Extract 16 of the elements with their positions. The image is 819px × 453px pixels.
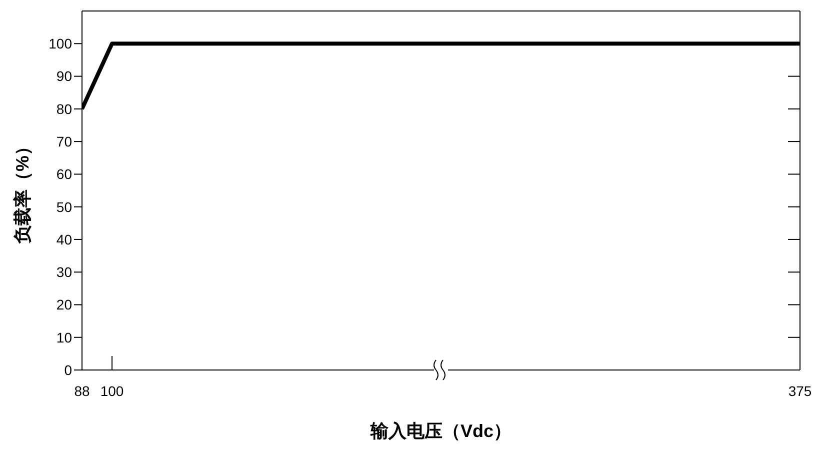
y-tick-label: 60 — [56, 166, 72, 182]
x-tick-label: 100 — [100, 382, 124, 399]
y-tick-label: 30 — [56, 264, 72, 280]
y-tick-label: 50 — [56, 198, 72, 215]
y-tick-label: 0 — [64, 362, 72, 378]
y-tick-label: 70 — [56, 134, 72, 150]
y-tick-label: 80 — [56, 100, 72, 117]
x-tick-label: 88 — [74, 382, 90, 399]
y-tick-label: 90 — [56, 68, 72, 84]
x-axis-title: 输入电压（Vdc） — [369, 421, 512, 441]
y-axis-title: 负载率（%） — [12, 137, 32, 245]
y-tick-label: 40 — [56, 231, 72, 248]
y-tick-label: 10 — [56, 329, 72, 346]
y-tick-label: 20 — [56, 296, 72, 313]
x-tick-label: 375 — [788, 382, 812, 399]
y-tick-label: 100 — [48, 36, 72, 52]
